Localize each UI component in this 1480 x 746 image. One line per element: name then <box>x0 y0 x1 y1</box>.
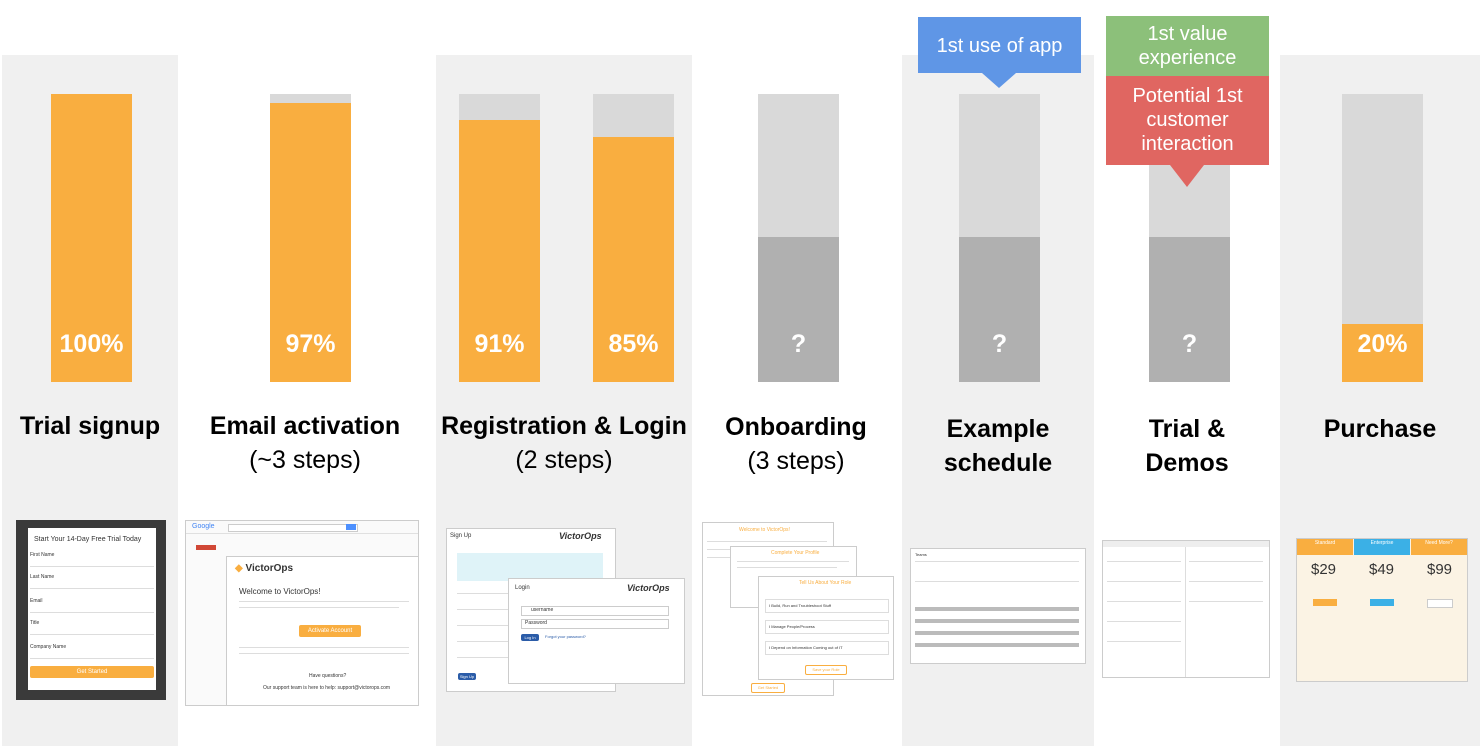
get-started-button: Get Started <box>30 666 154 678</box>
bar-fill <box>593 137 674 382</box>
demos-screenshot <box>1102 540 1270 678</box>
bar-registration: 91% <box>459 94 540 382</box>
pricing-screenshot: Standard Enterprise Need More? $29 $49 $… <box>1296 538 1468 682</box>
schedule-screenshot: Teams <box>910 548 1086 664</box>
stage-label: Registration & Login (2 steps) <box>436 409 692 477</box>
plan-header: Enterprise <box>1354 539 1410 555</box>
stage-label: Email activation (~3 steps) <box>180 409 430 477</box>
stage-sub: (3 steps) <box>747 447 845 475</box>
stage-sub: (~3 steps) <box>249 446 361 474</box>
first-value-text: 1st value experience <box>1138 23 1237 69</box>
stage-title: Trial & <box>1148 415 1226 443</box>
bar-value-label: 91% <box>474 330 525 358</box>
stage-title: Registration & Login <box>441 412 687 440</box>
plan-header: Need More? <box>1411 539 1467 555</box>
bar-fill <box>51 94 132 382</box>
brand-name: VictorOps <box>245 563 294 574</box>
field-label: Title <box>30 620 40 626</box>
teams-heading: Teams <box>915 552 927 557</box>
onboard-get-started: Get Started <box>751 683 785 693</box>
signup-heading: Sign Up <box>450 533 472 539</box>
stage-label: Trial signup <box>2 409 178 443</box>
bar-onboarding: ? <box>758 94 839 382</box>
bar-value-label: 97% <box>285 330 336 358</box>
bar-unknown-fill <box>959 236 1040 382</box>
role-option: I Manage People/Process <box>769 624 815 629</box>
role-option: I Depend on Information Coming out of IT <box>769 645 843 650</box>
password-field: Password <box>525 620 547 626</box>
stage-title: Trial signup <box>19 412 161 440</box>
username-field: username <box>531 607 554 613</box>
stage-title: Example schedule <box>943 415 1053 477</box>
bar-fill <box>1342 324 1423 382</box>
role-heading: Tell Us About Your Role <box>799 580 852 586</box>
bar-purchase: 20% <box>1342 94 1423 382</box>
bar-value-label: 85% <box>608 330 659 358</box>
bar-unknown-fill <box>1149 236 1230 382</box>
plan-price: $49 <box>1369 561 1395 578</box>
role-dialog: Tell Us About Your Role I Build, Run and… <box>758 576 894 680</box>
callout-pointer <box>982 73 1016 88</box>
stage-title: Email activation <box>209 412 401 440</box>
field-label: Company Name <box>30 644 67 650</box>
bar-email-activation: 97% <box>270 94 351 382</box>
bar-trial-signup: 100% <box>51 94 132 382</box>
bar-login: 85% <box>593 94 674 382</box>
bar-value-label: ? <box>790 330 807 358</box>
login-button: Log In <box>521 634 539 641</box>
customer-callout: Potential 1st customer interaction <box>1106 76 1269 187</box>
stage-sub: Demos <box>1145 449 1229 477</box>
bar-value-label: 20% <box>1357 330 1408 358</box>
callout-pointer <box>1170 165 1204 187</box>
first-use-text: 1st use of app <box>936 35 1063 57</box>
bar-unknown-fill <box>758 236 839 382</box>
google-logo: Google <box>192 523 215 530</box>
onboard-welcome: Welcome to VictorOps! <box>739 527 790 533</box>
stage-label: Onboarding (3 steps) <box>696 410 896 478</box>
login-dialog: Login VictorOps username Password Log In… <box>508 578 685 684</box>
forgot-password-link: Forgot your password? <box>545 634 586 639</box>
stage-sub: (2 steps) <box>515 446 613 474</box>
field-label: Email <box>30 598 43 604</box>
plan-header: Standard <box>1297 539 1353 555</box>
stage-title: Onboarding <box>725 413 867 441</box>
bar-value-label: ? <box>1181 330 1198 358</box>
bar-fill <box>459 119 540 382</box>
signup-screenshot: Start Your 14-Day Free Trial Today First… <box>16 520 166 700</box>
bar-fill <box>270 102 351 382</box>
activate-account-button: Activate Account <box>299 625 361 637</box>
stage-title: Purchase <box>1323 415 1437 443</box>
questions-text: Have questions? <box>309 673 347 679</box>
login-heading: Login <box>515 585 530 591</box>
role-option: I Build, Run and Troubleshoot Stuff <box>769 603 831 608</box>
welcome-heading: Welcome to VictorOps! <box>239 587 321 596</box>
save-role-button: Save your Role <box>805 665 847 675</box>
victorops-logo: VictorOps <box>627 583 670 593</box>
support-text: Our support team is here to help: suppor… <box>263 685 391 691</box>
first-value-callout: 1st value experience <box>1106 16 1269 76</box>
customer-text: Potential 1st customer interaction <box>1132 85 1243 155</box>
signup-form-title: Start Your 14-Day Free Trial Today <box>34 536 142 543</box>
stage-label: Example schedule <box>902 412 1094 480</box>
profile-heading: Complete Your Profile <box>771 550 820 556</box>
field-label: First Name <box>30 552 55 558</box>
first-use-callout: 1st use of app <box>918 17 1081 88</box>
email-screenshot: Google ◆ VictorOps Welcome to VictorOps!… <box>185 520 419 706</box>
plan-price: $99 <box>1427 561 1453 578</box>
plan-price: $29 <box>1311 561 1337 578</box>
bar-example-schedule: ? <box>959 94 1040 382</box>
victorops-logo: ◆ VictorOps <box>235 563 294 574</box>
bar-value-label: 100% <box>59 330 124 358</box>
signup-button: Sign Up <box>458 673 476 680</box>
stage-label: Trial & Demos <box>1094 412 1280 480</box>
bar-value-label: ? <box>991 330 1008 358</box>
victorops-logo: VictorOps <box>559 531 602 541</box>
field-label: Last Name <box>30 574 55 580</box>
stage-label: Purchase <box>1280 412 1480 446</box>
